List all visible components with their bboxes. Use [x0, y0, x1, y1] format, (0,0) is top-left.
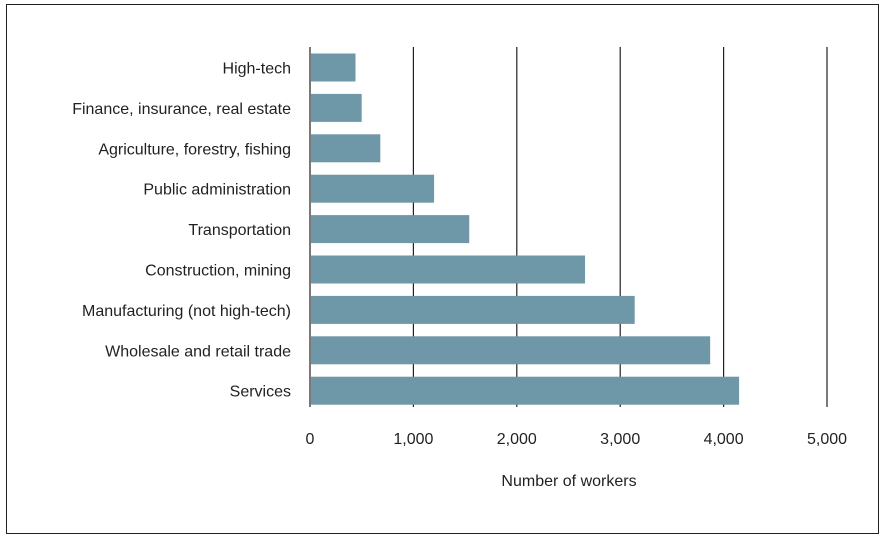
bar-4: [311, 215, 470, 244]
category-label-5: Construction, mining: [145, 263, 291, 280]
bar-5: [311, 255, 586, 284]
x-tick-label-5: 5,000: [807, 431, 847, 448]
category-label-0: High-tech: [223, 61, 291, 78]
category-label-2: Agriculture, forestry, fishing: [98, 141, 291, 158]
x-tick-label-1: 1,000: [393, 431, 433, 448]
bar-1: [311, 93, 362, 122]
category-label-3: Public administration: [143, 182, 291, 199]
bar-chart: High-tech Finance, insurance, real estate…: [72, 47, 848, 490]
category-label-8: Services: [230, 384, 291, 401]
x-tick-label-2: 2,000: [497, 431, 537, 448]
bar-6: [311, 295, 635, 324]
bar-0: [311, 53, 356, 82]
bars: [311, 53, 740, 405]
category-labels: High-tech Finance, insurance, real estate…: [72, 61, 291, 401]
category-label-1: Finance, insurance, real estate: [72, 101, 291, 118]
x-tick-label-3: 3,000: [600, 431, 640, 448]
category-label-4: Transportation: [188, 222, 291, 239]
x-axis-title: Number of workers: [501, 473, 636, 490]
category-label-6: Manufacturing (not high-tech): [82, 303, 291, 320]
bar-3: [311, 174, 435, 203]
x-tick-labels: 0 1,000 2,000 3,000 4,000 5,000: [306, 431, 848, 448]
bar-2: [311, 134, 381, 163]
x-tick-label-0: 0: [306, 431, 315, 448]
x-tick-label-4: 4,000: [704, 431, 744, 448]
category-label-7: Wholesale and retail trade: [105, 343, 291, 360]
bar-8: [311, 376, 740, 405]
bar-7: [311, 336, 711, 365]
